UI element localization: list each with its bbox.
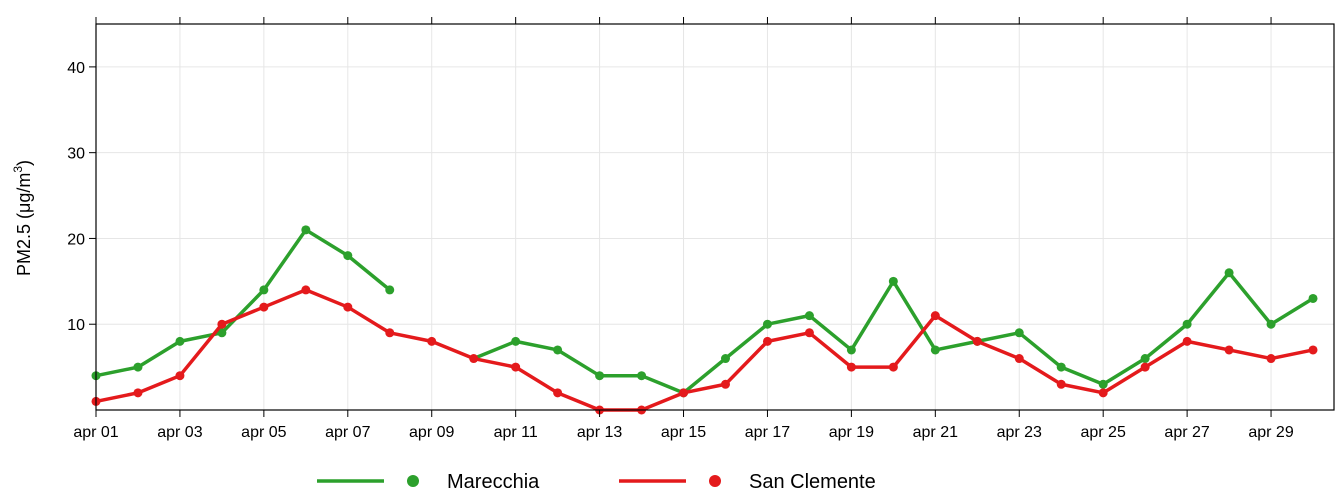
series-san-clemente [91, 285, 1318, 415]
x-tick-label: apr 15 [661, 424, 706, 441]
x-tick-label: apr 25 [1080, 424, 1125, 441]
data-point [1140, 354, 1150, 364]
y-axis-label-superscript: 3 [11, 166, 25, 173]
data-point [133, 388, 143, 398]
data-point [217, 328, 227, 338]
data-point [804, 328, 814, 338]
x-tick-label: apr 29 [1248, 424, 1293, 441]
data-point [1224, 345, 1234, 355]
legend: Marecchia San Clemente [317, 471, 876, 491]
data-point [385, 328, 395, 338]
data-point [1098, 379, 1108, 389]
data-point [1308, 345, 1318, 355]
x-tick-label: apr 13 [577, 424, 622, 441]
axes: 10 20 30 40 apr 01 apr 03 apr 05 apr 07 apr 09 ap… [67, 17, 1294, 441]
x-tick-label: apr 05 [241, 424, 286, 441]
data-point [511, 362, 521, 372]
legend-marker [709, 475, 721, 487]
x-tick-label: apr 21 [913, 424, 958, 441]
y-tick-label: 40 [67, 60, 85, 77]
data-point [930, 311, 940, 321]
data-point [1308, 293, 1318, 303]
data-point [1056, 379, 1066, 389]
data-point [595, 371, 605, 381]
y-tick-label: 20 [67, 231, 85, 248]
data-point [217, 319, 227, 329]
data-point [1224, 268, 1234, 278]
data-point [175, 336, 185, 346]
data-point [846, 345, 856, 355]
data-point [1014, 354, 1024, 364]
data-point [427, 336, 437, 346]
series-line [94, 288, 1315, 412]
data-point [804, 311, 814, 321]
data-point [259, 302, 269, 312]
y-axis-label: PM2.5 (μg/m3) [11, 160, 34, 276]
data-point [1266, 354, 1276, 364]
y-axis-label-text: PM2.5 (μg/m [14, 173, 34, 276]
data-point [1140, 362, 1150, 372]
data-point [637, 371, 647, 381]
data-point [259, 285, 269, 295]
data-point [343, 302, 353, 312]
data-point [720, 379, 730, 389]
data-point [972, 336, 982, 346]
series-layer [91, 225, 1318, 415]
data-point [343, 251, 353, 261]
legend-marker [407, 475, 419, 487]
data-point [679, 388, 689, 398]
x-tick-label: apr 27 [1164, 424, 1209, 441]
data-point [846, 362, 856, 372]
legend-label: Marecchia [447, 471, 540, 491]
data-point [888, 362, 898, 372]
legend-item: Marecchia [317, 471, 540, 491]
x-tick-label: apr 19 [829, 424, 874, 441]
x-tick-label: apr 11 [494, 424, 538, 441]
series-marecchia [91, 225, 1318, 398]
x-tick-label: apr 07 [325, 424, 370, 441]
x-tick-label: apr 03 [157, 424, 202, 441]
data-point [930, 345, 940, 355]
y-axis-label-close: ) [14, 160, 34, 166]
series-line [513, 271, 1315, 395]
data-point [511, 336, 521, 346]
x-tick-label: apr 23 [997, 424, 1042, 441]
data-point [1182, 336, 1192, 346]
data-point [133, 362, 143, 372]
x-tick-label: apr 09 [409, 424, 454, 441]
plot-frame [95, 23, 1335, 411]
data-point [1266, 319, 1276, 329]
data-point [1098, 388, 1108, 398]
y-tick-label: 30 [67, 146, 85, 163]
data-point [469, 354, 479, 364]
x-tick-label: apr 17 [745, 424, 790, 441]
data-point [1182, 319, 1192, 329]
data-point [720, 354, 730, 364]
data-point [553, 345, 563, 355]
x-tick-label: apr 01 [73, 424, 118, 441]
data-point [553, 388, 563, 398]
data-point [301, 225, 311, 235]
data-point [1056, 362, 1066, 372]
legend-item: San Clemente [619, 471, 876, 491]
series-connector [471, 339, 518, 361]
data-point [888, 276, 898, 286]
grid-lines [95, 24, 1334, 410]
data-point [175, 371, 185, 381]
series-line [94, 228, 392, 378]
data-point [301, 285, 311, 295]
data-point [385, 285, 395, 295]
y-tick-label: 10 [67, 317, 85, 334]
legend-label: San Clemente [749, 471, 876, 491]
data-point [762, 319, 772, 329]
data-point [1014, 328, 1024, 338]
data-point [762, 336, 772, 346]
